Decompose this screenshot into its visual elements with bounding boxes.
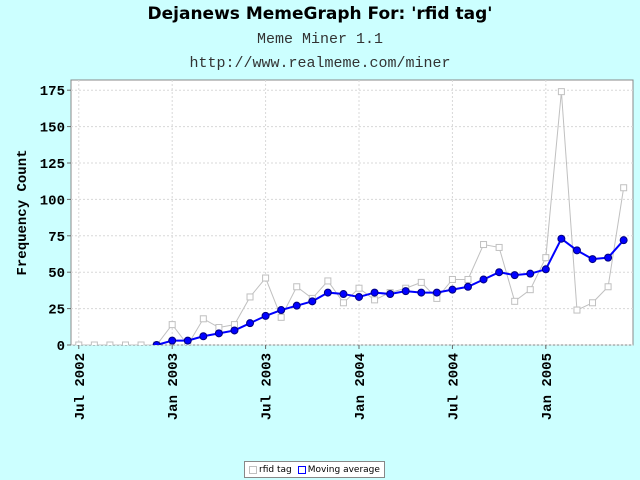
data-point-rfid-tag: [339, 299, 347, 307]
data-point-rfid-tag: [620, 184, 628, 192]
y-tick-label: 125: [40, 157, 65, 173]
data-point-moving-average: [355, 292, 364, 301]
data-point-moving-average: [246, 319, 255, 328]
data-point-rfid-tag: [90, 341, 98, 345]
data-point-moving-average: [323, 288, 332, 297]
y-tick-label: 25: [48, 303, 65, 319]
data-point-rfid-tag: [106, 341, 114, 345]
y-axis-label: Frequency Count: [15, 149, 31, 275]
gridlines: [71, 80, 633, 346]
data-point-moving-average: [370, 288, 379, 297]
data-point-rfid-tag: [542, 254, 550, 262]
data-point-rfid-tag: [511, 297, 519, 305]
data-point-moving-average: [199, 332, 208, 341]
y-tick-label: 175: [40, 84, 65, 100]
data-point-moving-average: [308, 297, 317, 306]
x-tick-label: Jul 2002: [73, 353, 89, 420]
data-point-moving-average: [230, 326, 239, 335]
x-tick-label: Jan 2004: [353, 353, 369, 420]
data-point-moving-average: [557, 234, 566, 243]
x-axis: Jul 2002 Jan 2003 Jul 2003 Jan 2004 Jul 2004…: [73, 345, 556, 420]
data-point-moving-average: [152, 341, 161, 345]
data-point-moving-average: [604, 253, 613, 262]
data-point-rfid-tag: [262, 274, 270, 282]
data-point-moving-average: [526, 269, 535, 278]
data-point-rfid-tag: [417, 278, 425, 286]
legend-label-moving-average: Moving average: [307, 464, 380, 475]
data-point-moving-average: [277, 306, 286, 315]
data-point-moving-average: [619, 236, 628, 245]
x-tick-label: Jul 2004: [446, 353, 462, 420]
data-point-moving-average: [401, 287, 410, 296]
data-point-moving-average: [261, 311, 270, 320]
data-point-moving-average: [292, 301, 301, 310]
data-point-rfid-tag: [293, 283, 301, 291]
x-tick-label: Jan 2003: [166, 353, 182, 420]
data-point-moving-average: [495, 268, 504, 277]
data-point-rfid-tag: [480, 241, 488, 249]
data-point-rfid-tag: [246, 293, 254, 301]
series-layer: [71, 88, 628, 345]
data-point-rfid-tag: [589, 299, 597, 307]
chart-subtitle-url: http://www.realmeme.com/miner: [189, 55, 451, 72]
data-point-rfid-tag: [557, 88, 565, 96]
data-point-rfid-tag: [75, 341, 83, 345]
y-tick-label: 150: [40, 121, 65, 137]
legend-swatch-rfid-tag: [249, 465, 257, 474]
legend-label-rfid-tag: rfid tag: [259, 464, 292, 475]
legend: rfid tag Moving average: [244, 461, 385, 478]
legend-item-rfid-tag: rfid tag: [249, 465, 292, 475]
data-point-moving-average: [448, 285, 457, 294]
plot-area: [70, 79, 634, 346]
data-point-moving-average: [417, 288, 426, 297]
data-point-rfid-tag: [495, 243, 503, 251]
chart-subtitle-tool: Meme Miner 1.1: [256, 31, 384, 48]
data-point-moving-average: [463, 282, 472, 291]
data-point-moving-average: [510, 271, 519, 280]
y-axis: 0 25 50 75 100 125 150 175: [40, 84, 71, 355]
data-point-rfid-tag: [324, 277, 332, 285]
data-point-rfid-tag: [355, 284, 363, 292]
x-tick-label: Jan 2005: [540, 353, 556, 420]
data-point-rfid-tag: [448, 275, 456, 283]
y-tick-label: 100: [40, 193, 65, 209]
data-point-rfid-tag: [604, 283, 612, 291]
data-point-moving-average: [541, 265, 550, 274]
y-tick-label: 75: [48, 230, 65, 246]
data-point-rfid-tag: [168, 321, 176, 329]
data-point-rfid-tag: [137, 341, 145, 345]
data-point-rfid-tag: [277, 313, 285, 321]
y-tick-label: 0: [57, 339, 65, 355]
data-point-moving-average: [572, 246, 581, 255]
y-tick-label: 50: [48, 266, 65, 282]
data-point-moving-average: [588, 255, 597, 264]
data-point-rfid-tag: [464, 275, 472, 283]
data-point-moving-average: [339, 290, 348, 299]
data-point-moving-average: [432, 288, 441, 297]
data-point-moving-average: [479, 275, 488, 284]
data-point-rfid-tag: [573, 306, 581, 314]
data-point-moving-average: [168, 336, 177, 345]
data-point-moving-average: [214, 329, 223, 338]
chart-title: Dejanews MemeGraph For: 'rfid tag': [147, 4, 493, 24]
legend-swatch-moving-average: [297, 465, 306, 474]
x-tick-label: Jul 2003: [260, 353, 276, 420]
data-point-rfid-tag: [526, 286, 534, 294]
data-point-moving-average: [386, 290, 395, 299]
legend-item-moving-average: Moving average: [297, 464, 380, 475]
data-point-rfid-tag: [121, 341, 129, 345]
data-point-moving-average: [183, 336, 192, 345]
data-point-rfid-tag: [199, 315, 207, 323]
data-point-rfid-tag: [371, 296, 379, 304]
